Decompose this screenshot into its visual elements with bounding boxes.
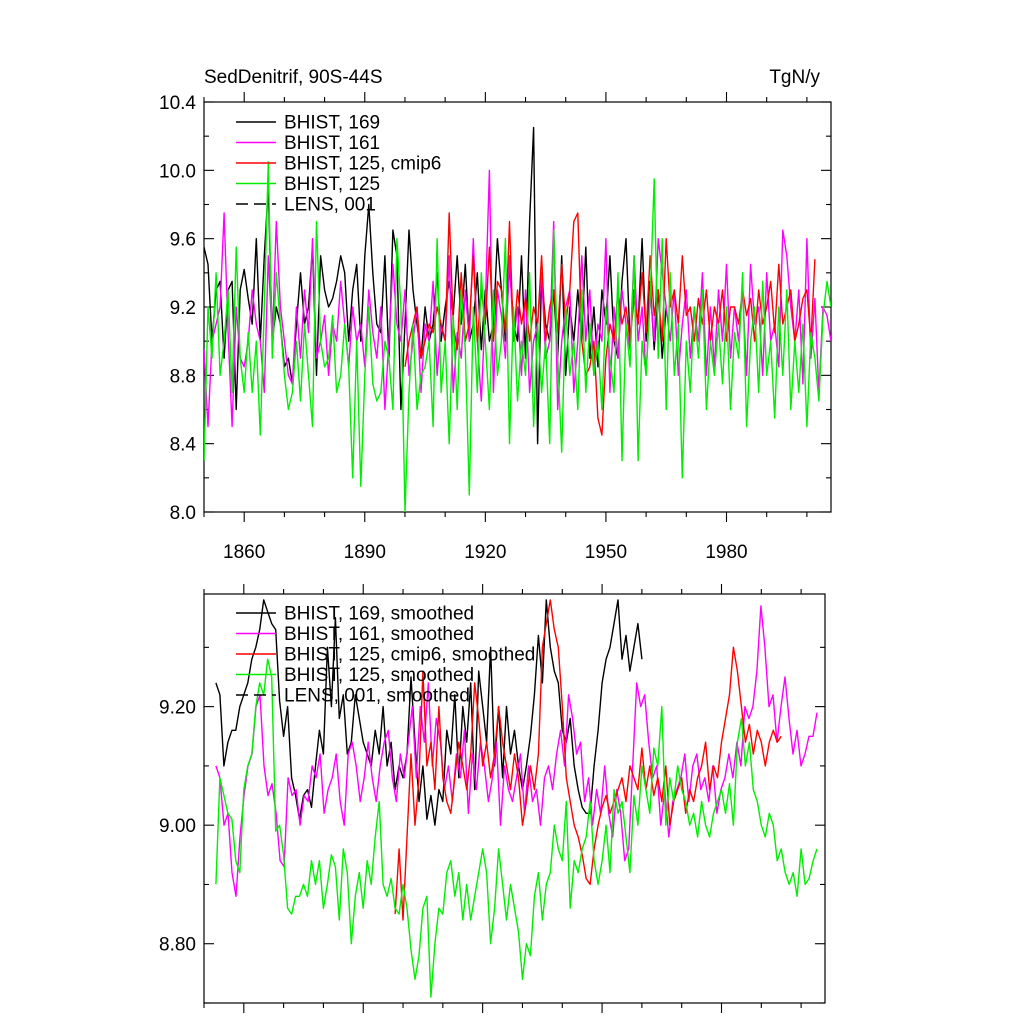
chart-title: SedDenitrif, 90S-44S [204, 67, 383, 88]
series-line-bhist-161 [204, 169, 831, 428]
y-tick-labels: 8.0 8.4 8.8 9.2 9.6 10.0 10.4 [159, 93, 196, 524]
legend-label-bhist-125-cmip6: BHIST, 125, cmip6 [284, 154, 441, 175]
series-line-bhist-161-smoothed [215, 605, 818, 897]
series-line-bhist-125-cmip6 [404, 212, 816, 436]
legend-label-bhist-125-cmip6-smoothed: BHIST, 125, cmip6, smoothed [284, 645, 535, 666]
legend-label-lens-001-smoothed: LENS, 001, smoothed [284, 686, 470, 707]
series-lines [204, 126, 831, 512]
y-tick-label: 9.6 [170, 230, 196, 251]
legend-label-bhist-125-smoothed: BHIST, 125, smoothed [284, 665, 474, 686]
y-tick-label: 8.0 [170, 503, 196, 524]
series-lines [215, 599, 818, 998]
series-line-bhist-125-cmip6-smoothed [394, 599, 782, 921]
plot-frame [203, 593, 826, 1004]
axis-ticks [203, 92, 831, 522]
legend-label-bhist-161-smoothed: BHIST, 161, smoothed [284, 624, 474, 645]
chart-units: TgN/y [769, 67, 820, 88]
series-line-bhist-125-smoothed [215, 658, 818, 998]
y-tick-label: 9.20 [159, 698, 196, 719]
y-tick-label: 8.80 [159, 935, 196, 956]
x-tick-label: 1890 [344, 542, 386, 563]
x-tick-label: 1980 [705, 542, 747, 563]
legend-label-bhist-169-smoothed: BHIST, 169, smoothed [284, 604, 474, 625]
y-tick-label: 9.00 [159, 816, 196, 837]
legend-label-bhist-169: BHIST, 169 [284, 113, 380, 134]
series-line-bhist-169-smoothed [215, 599, 643, 826]
x-tick-labels: 1860 1890 1920 1950 1980 [223, 542, 748, 563]
legend-label-bhist-125: BHIST, 125 [284, 174, 380, 195]
y-tick-label: 9.2 [170, 298, 196, 319]
series-line-bhist-125 [204, 161, 831, 512]
y-tick-label: 8.8 [170, 366, 196, 387]
y-tick-label: 8.4 [170, 435, 197, 456]
y-tick-labels: 8.80 9.00 9.20 [159, 698, 196, 956]
legend-label-bhist-161: BHIST, 161 [284, 133, 380, 154]
legend-label-lens-001: LENS, 001 [284, 195, 376, 216]
x-tick-label: 1950 [585, 542, 627, 563]
top-panel: SedDenitrif, 90S-44S TgN/y 8.0 8.4 8.8 9.2 9… [159, 67, 832, 563]
x-tick-label: 1920 [464, 542, 506, 563]
x-tick-label: 1860 [223, 542, 265, 563]
y-tick-label: 10.4 [159, 93, 196, 114]
bottom-panel: 8.809.009.20 BHIST, 169, smoothedBHIST, … [159, 584, 826, 1013]
axis-ticks [203, 584, 825, 1013]
y-tick-label: 10.0 [159, 161, 196, 182]
